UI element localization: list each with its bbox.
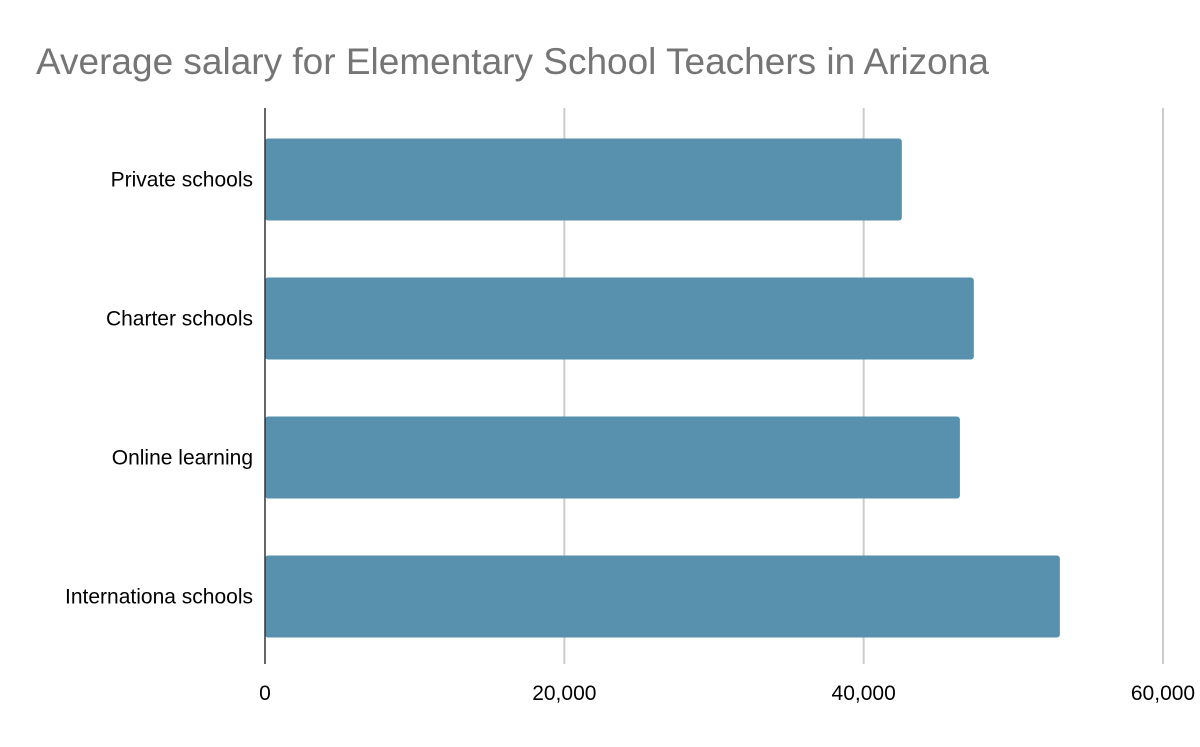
bar [265,277,974,360]
bar [265,138,902,221]
x-tick-label: 0 [259,682,271,705]
chart-title: Average salary for Elementary School Tea… [36,41,989,82]
x-tick-label: 60,000 [1131,682,1195,705]
x-tick-label: 40,000 [832,682,896,705]
y-category-label: Online learning [112,447,253,470]
bar [265,416,960,499]
y-category-label: Charter schools [106,308,253,331]
bar [265,555,1060,638]
y-category-label: Internationa schools [65,586,253,609]
y-category-label: Private schools [111,169,253,192]
x-tick-label: 20,000 [532,682,596,705]
